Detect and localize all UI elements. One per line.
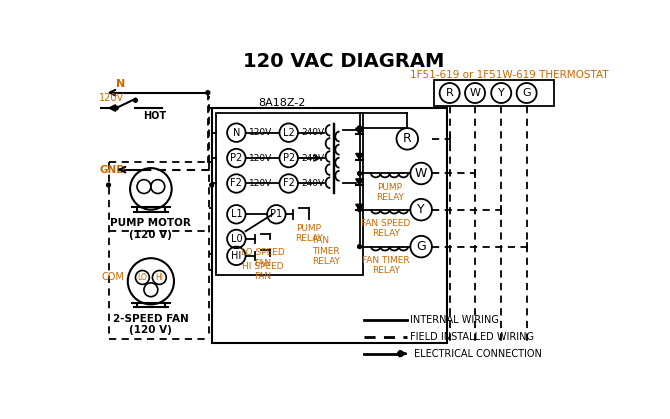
Circle shape (206, 91, 210, 95)
Polygon shape (356, 153, 363, 160)
Text: HI: HI (155, 273, 163, 282)
Circle shape (358, 171, 362, 176)
Text: 8A18Z-2: 8A18Z-2 (258, 98, 306, 108)
Text: L2: L2 (283, 128, 295, 138)
Circle shape (358, 208, 362, 212)
Polygon shape (356, 204, 363, 210)
Circle shape (115, 106, 118, 110)
Text: INTERNAL WIRING: INTERNAL WIRING (410, 315, 499, 325)
Text: F2: F2 (283, 178, 295, 189)
Text: R: R (446, 88, 454, 98)
Text: PUMP
RELAY: PUMP RELAY (376, 183, 403, 202)
Text: FIELD INSTALLED WIRING: FIELD INSTALLED WIRING (410, 332, 535, 342)
Bar (212, 108, 447, 343)
Text: L0: L0 (230, 234, 242, 244)
Text: 120 VAC DIAGRAM: 120 VAC DIAGRAM (243, 52, 444, 70)
Circle shape (398, 351, 403, 356)
Text: PUMP
RELAY: PUMP RELAY (295, 223, 323, 243)
Text: FAN SPEED
RELAY: FAN SPEED RELAY (361, 219, 410, 238)
Text: W: W (415, 167, 427, 180)
Text: N: N (116, 79, 125, 89)
Text: 240V: 240V (301, 128, 324, 137)
Text: PUMP MOTOR
(120 V): PUMP MOTOR (120 V) (111, 218, 192, 240)
Text: FAN TIMER
RELAY: FAN TIMER RELAY (362, 256, 409, 275)
Text: P1: P1 (270, 209, 283, 219)
Text: ELECTRICAL CONNECTION: ELECTRICAL CONNECTION (414, 349, 542, 359)
Text: HOT: HOT (143, 111, 166, 121)
Text: 120V: 120V (249, 179, 272, 188)
Text: F2: F2 (230, 178, 243, 189)
Text: P2: P2 (283, 153, 295, 163)
Polygon shape (356, 128, 363, 134)
Bar (434, 80, 553, 106)
Text: GND: GND (99, 165, 125, 175)
Circle shape (358, 126, 362, 130)
Text: 240V: 240V (301, 179, 324, 188)
Bar (216, 114, 362, 275)
Text: G: G (523, 88, 531, 98)
Text: LO SPEED
FAN: LO SPEED FAN (241, 248, 284, 268)
Text: FAN
TIMER
RELAY: FAN TIMER RELAY (313, 236, 340, 266)
Text: W: W (470, 88, 480, 98)
Text: Y: Y (417, 203, 425, 216)
Text: N: N (232, 128, 240, 138)
Text: 1F51-619 or 1F51W-619 THERMOSTAT: 1F51-619 or 1F51W-619 THERMOSTAT (409, 70, 608, 80)
Text: R: R (403, 132, 411, 145)
Text: Y: Y (498, 88, 505, 98)
Circle shape (358, 126, 362, 130)
Text: LO: LO (137, 273, 147, 282)
Text: HI SPEED
FAN: HI SPEED FAN (242, 262, 283, 282)
Circle shape (358, 245, 362, 248)
Text: G: G (416, 240, 426, 253)
Text: 2-SPEED FAN
(120 V): 2-SPEED FAN (120 V) (113, 313, 189, 335)
Text: 120V: 120V (249, 154, 272, 163)
Circle shape (133, 98, 137, 102)
Text: P2: P2 (230, 153, 243, 163)
Text: HI: HI (231, 251, 241, 261)
Polygon shape (356, 179, 363, 185)
Text: 240V: 240V (301, 154, 324, 163)
Text: L1: L1 (230, 209, 242, 219)
Text: COM: COM (101, 272, 124, 282)
Circle shape (107, 183, 111, 187)
Circle shape (210, 183, 214, 187)
Text: 120V: 120V (99, 93, 125, 103)
Text: 120V: 120V (249, 128, 272, 137)
